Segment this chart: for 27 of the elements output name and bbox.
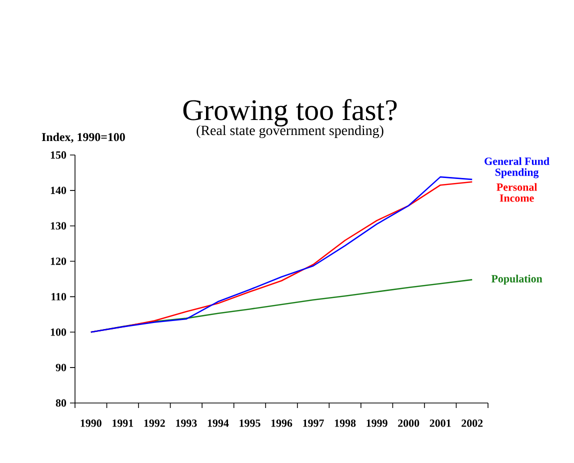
y-axis-title: Index, 1990=100 xyxy=(42,132,125,143)
y-tick-label: 140 xyxy=(50,186,66,194)
chart-title: Growing too fast? xyxy=(183,98,397,126)
x-tick-label: 1992 xyxy=(144,420,165,427)
text: Personal Income xyxy=(496,183,538,202)
x-tick-label: 1991 xyxy=(112,420,134,427)
y-tick-label: 80 xyxy=(56,399,66,407)
series-label: General Fund Spending xyxy=(484,157,550,178)
x-tick-label: 2000 xyxy=(398,420,420,427)
x-tick-label: 1999 xyxy=(366,420,388,427)
x-tick-label: 1994 xyxy=(208,420,229,427)
series-label: Population xyxy=(491,274,542,285)
x-tick-label: 1993 xyxy=(176,420,197,427)
y-tick-label: 90 xyxy=(56,364,66,372)
chart-subtitle: (Real state government spending) xyxy=(196,125,384,138)
x-tick-label: 1996 xyxy=(271,420,292,427)
y-tick-label: 120 xyxy=(50,258,66,265)
y-tick-label: 150 xyxy=(50,151,66,159)
x-tick-label: 2001 xyxy=(430,420,451,427)
x-tick-label: 1995 xyxy=(240,420,260,427)
x-tick-label: 2002 xyxy=(462,420,483,427)
x-tick-label: 1990 xyxy=(80,420,102,427)
x-tick-label: 1997 xyxy=(303,420,324,427)
y-tick-label: 130 xyxy=(50,222,66,230)
y-tick-label: 110 xyxy=(52,293,66,300)
x-tick-label: 1998 xyxy=(334,420,356,427)
y-tick-label: 100 xyxy=(50,328,66,336)
